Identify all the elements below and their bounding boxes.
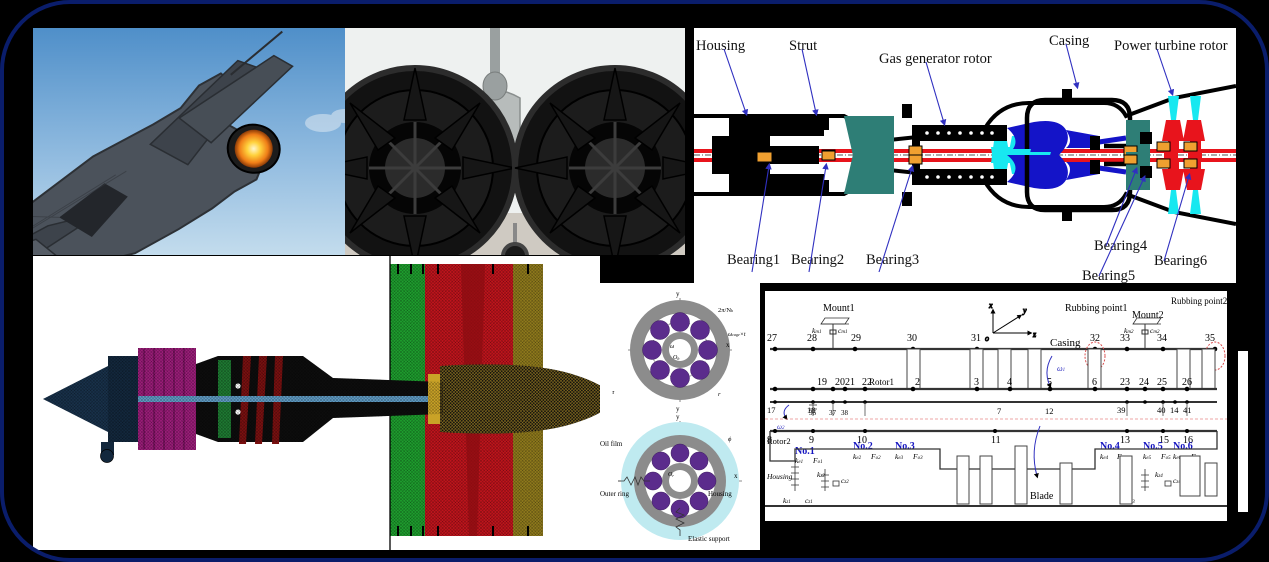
- svg-text:17: 17: [767, 405, 776, 415]
- svg-text:Rotor1: Rotor1: [869, 377, 894, 387]
- svg-text:No.2: No.2: [853, 441, 873, 452]
- svg-text:24: 24: [1139, 377, 1149, 388]
- svg-text:Housing: Housing: [766, 472, 793, 481]
- svg-text:Fo3: Fo3: [912, 452, 923, 461]
- svg-text:ke3: ke3: [895, 452, 904, 461]
- svg-text:27: 27: [767, 333, 777, 344]
- svg-text:Fo2: Fo2: [870, 452, 881, 461]
- svg-text:ke1: ke1: [795, 456, 803, 465]
- svg-text:x: x: [734, 472, 738, 480]
- svg-text:11: 11: [991, 435, 1001, 446]
- svg-text:ke2: ke2: [853, 452, 862, 461]
- svg-text:Bearing3: Bearing3: [866, 252, 919, 268]
- svg-text:12: 12: [1045, 406, 1054, 416]
- svg-text:Bearing6: Bearing6: [1154, 253, 1207, 269]
- svg-text:6: 6: [1092, 377, 1097, 388]
- svg-text:36: 36: [809, 409, 817, 417]
- svg-text:Bearing2: Bearing2: [791, 252, 844, 268]
- svg-text:Or: Or: [668, 472, 674, 478]
- svg-text:Fo5: Fo5: [1160, 452, 1171, 461]
- svg-text:ω2: ω2: [777, 423, 785, 431]
- svg-text:ke4: ke4: [1100, 452, 1109, 461]
- svg-text:kz1: kz1: [783, 496, 791, 505]
- svg-text:37: 37: [829, 409, 837, 417]
- svg-text:13: 13: [1120, 435, 1130, 446]
- svg-text:cm2: cm2: [1150, 326, 1160, 335]
- svg-text:Mount2: Mount2: [1132, 310, 1164, 321]
- svg-text:y: y: [676, 290, 680, 298]
- svg-text:Fo1: Fo1: [812, 456, 823, 465]
- svg-text:y: y: [676, 413, 680, 421]
- svg-text:ω1: ω1: [1057, 364, 1065, 373]
- svg-text:31: 31: [971, 333, 981, 344]
- svg-text:kz2: kz2: [817, 470, 825, 479]
- svg-text:Housing: Housing: [696, 38, 745, 54]
- svg-text:2π/Nb: 2π/Nb: [718, 307, 733, 314]
- svg-text:39: 39: [1117, 405, 1126, 415]
- svg-text:Rubbing point1: Rubbing point1: [1065, 303, 1128, 314]
- svg-text:x: x: [988, 301, 993, 310]
- svg-text:19: 19: [817, 377, 827, 388]
- svg-text:kz4: kz4: [1155, 470, 1163, 479]
- svg-text:26: 26: [1182, 377, 1192, 388]
- svg-text:ω: ω: [670, 344, 674, 350]
- svg-text:Blade: Blade: [1030, 491, 1054, 502]
- svg-text:Power turbine rotor: Power turbine rotor: [1114, 38, 1228, 54]
- svg-text:3: 3: [974, 377, 979, 388]
- svg-text:Oil film: Oil film: [600, 440, 623, 448]
- svg-text:No.5: No.5: [1143, 441, 1163, 452]
- svg-text:Bearing4: Bearing4: [1094, 238, 1148, 254]
- svg-text:cz2: cz2: [841, 476, 849, 485]
- svg-text:4: 4: [1007, 377, 1012, 388]
- svg-text:40: 40: [1157, 405, 1166, 415]
- svg-text:25: 25: [1157, 377, 1167, 388]
- svg-text:35: 35: [1205, 333, 1215, 344]
- svg-text:Gas generator rotor: Gas generator rotor: [879, 51, 992, 67]
- svg-text:21: 21: [845, 377, 855, 388]
- svg-text:No.4: No.4: [1100, 441, 1120, 452]
- svg-text:30: 30: [907, 333, 917, 344]
- svg-text:14: 14: [1170, 405, 1179, 415]
- svg-text:y: y: [1022, 306, 1027, 315]
- svg-text:cz1: cz1: [805, 496, 813, 505]
- svg-text:Casing: Casing: [1049, 33, 1089, 49]
- svg-text:Casing: Casing: [1050, 337, 1081, 349]
- svg-text:No.3: No.3: [895, 441, 915, 452]
- svg-text:Mount1: Mount1: [823, 303, 855, 314]
- svg-text:z: z: [1032, 330, 1037, 339]
- svg-text:No.6: No.6: [1173, 441, 1193, 452]
- svg-text:km2: km2: [1124, 326, 1134, 335]
- svg-text:2: 2: [915, 377, 920, 388]
- svg-text:ke5: ke5: [1143, 452, 1152, 461]
- svg-text:Bearing5: Bearing5: [1082, 268, 1135, 283]
- svg-text:Rubbing point2: Rubbing point2: [1171, 296, 1227, 306]
- svg-text:Outer ring: Outer ring: [600, 490, 629, 498]
- svg-text:23: 23: [1120, 377, 1130, 388]
- svg-text:x: x: [726, 341, 730, 349]
- svg-text:Elastic support: Elastic support: [688, 535, 730, 543]
- svg-text:Housing: Housing: [708, 490, 732, 498]
- svg-text:9: 9: [809, 435, 814, 446]
- svg-text:cm1: cm1: [838, 326, 847, 335]
- svg-text:20: 20: [835, 377, 845, 388]
- svg-text:38: 38: [841, 409, 849, 417]
- svg-text:o: o: [985, 334, 989, 343]
- svg-text:7: 7: [997, 406, 1001, 416]
- svg-text:y: y: [676, 405, 680, 413]
- svg-text:29: 29: [851, 333, 861, 344]
- svg-text:Ob: Ob: [673, 355, 679, 361]
- svg-text:km1: km1: [812, 326, 821, 335]
